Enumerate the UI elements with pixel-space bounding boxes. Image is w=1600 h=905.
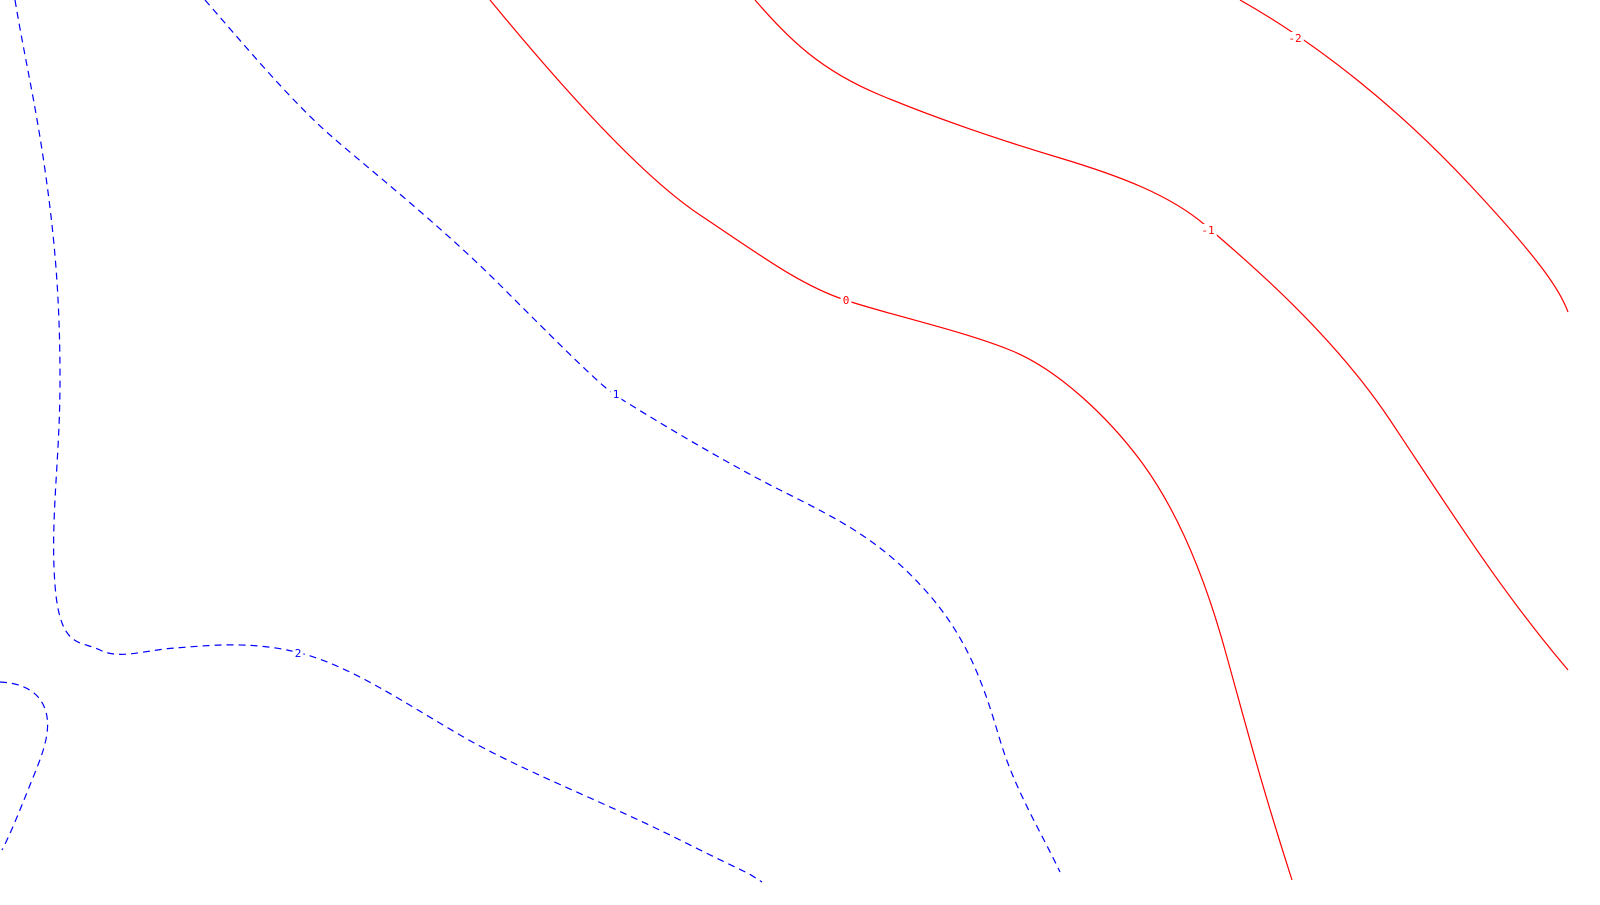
contour-label: 1 xyxy=(613,388,620,401)
contour-line-level-neg2 xyxy=(1239,0,1569,313)
contour-label: -1 xyxy=(1201,224,1214,237)
contour-line-level-2 xyxy=(14,0,763,883)
contour-line-level-1 xyxy=(204,0,1061,873)
contour-label: -2 xyxy=(1288,32,1301,45)
contour-label-bg xyxy=(292,647,304,659)
contour-label-bg xyxy=(610,388,622,400)
contour-line-level-neg1 xyxy=(754,0,1569,671)
contour-label: 0 xyxy=(843,294,850,307)
contour-label-bg xyxy=(840,294,852,306)
contour-label-bg xyxy=(1286,32,1304,44)
contour-line-level-2-b xyxy=(0,681,49,851)
contour-label: 2 xyxy=(295,647,302,660)
contour-line-level-0 xyxy=(489,0,1293,881)
contour-label-bg xyxy=(1199,224,1217,236)
